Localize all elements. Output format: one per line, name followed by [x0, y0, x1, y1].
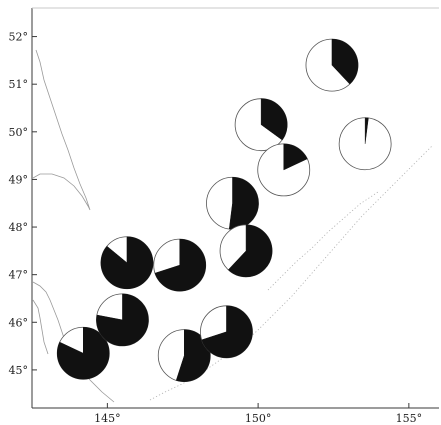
coastline-layer [32, 49, 433, 403]
hokkaido-east-coastline [32, 299, 49, 355]
pie-filled-slice [227, 224, 273, 278]
pie-filled-slice [175, 329, 211, 382]
y-tick-label: 49° [9, 173, 29, 186]
station-pie [206, 176, 259, 230]
station-pie [96, 293, 149, 347]
pie-filled-slice [154, 238, 206, 292]
hokkaido-coastline [32, 281, 115, 403]
pie-filled-slice [57, 326, 110, 380]
pie-filled-slice [283, 143, 308, 171]
sakhalin-coastline [32, 49, 91, 211]
y-tick-label: 50° [9, 126, 29, 139]
station-pie [257, 143, 311, 197]
pie-filled-slice [260, 98, 288, 141]
y-tick-label: 45° [9, 364, 29, 377]
pie-filled-slice [228, 176, 259, 230]
x-tick-label: 145° [94, 412, 121, 425]
map-frame [31, 7, 439, 409]
station-pies [56, 38, 392, 383]
y-tick-label: 48° [9, 221, 29, 234]
station-pie [56, 326, 110, 380]
y-tick-label: 46° [9, 316, 29, 329]
y-tick-label: 51° [9, 78, 29, 91]
station-pie [338, 117, 392, 171]
x-tick-label: 155° [396, 412, 423, 425]
station-pie [157, 329, 211, 383]
y-tick-label: 52° [9, 31, 29, 44]
pie-filled-slice [364, 117, 369, 144]
pie-filled-slice [96, 293, 149, 347]
y-tick-label: 47° [9, 269, 29, 282]
x-tick-label: 150° [245, 412, 272, 425]
pie-filled-slice [331, 38, 359, 85]
pie-filled-slice [201, 305, 253, 359]
kuril-islands-chain [149, 145, 433, 401]
pie-filled-slice [100, 236, 154, 289]
axis-ticks: 145° 150° 155° 45° 46° 47° 48° 49° 50° 51° 52° [9, 31, 423, 425]
station-pie [234, 98, 288, 152]
station-pie [305, 38, 359, 92]
station-pie [200, 305, 253, 359]
kuril-islands-inner [267, 191, 379, 291]
station-pie [100, 236, 154, 290]
station-pie [153, 238, 207, 292]
station-pie [219, 224, 273, 278]
